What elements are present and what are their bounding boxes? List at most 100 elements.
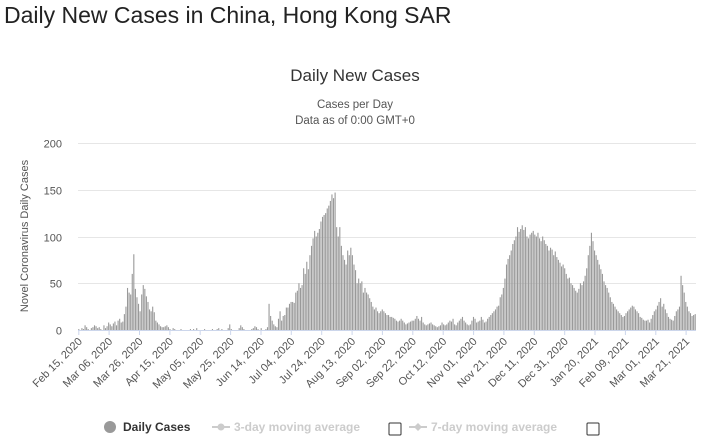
bar [444,325,446,330]
chart-subtitle-line1: Cases per Day [317,99,393,111]
bar [257,329,259,330]
bar [238,328,240,330]
bar [340,245,342,330]
bar [172,328,174,330]
bar [628,309,630,330]
bar [476,322,478,330]
bar [397,321,399,330]
bar [391,316,393,330]
bar [623,315,625,330]
bar [469,324,471,330]
bar [301,285,303,330]
bar [529,234,531,330]
bar [82,329,85,330]
legend-item-3-day-ma[interactable]: 3-day moving average [212,420,360,434]
bar [595,255,597,330]
y-tick-label: 0 [56,326,62,338]
bar [655,309,657,330]
bar [526,236,528,330]
bar [631,305,633,330]
bar [155,320,157,330]
bar [439,325,442,330]
bar [144,288,146,330]
bar [290,301,292,330]
bar [314,230,316,330]
legend-daily-cases-label: Daily Cases [123,420,191,434]
bar [540,241,542,330]
bar [196,328,198,330]
bar [251,329,253,330]
bar [298,283,300,330]
bar [581,285,583,330]
bar [452,318,454,330]
bar [339,227,341,330]
legend-item-daily-cases[interactable]: Daily Cases [104,420,191,434]
bar [417,318,419,330]
bar [542,236,544,330]
bar [678,306,681,331]
chart-title: Daily New Cases [290,66,419,85]
bar [252,328,254,330]
bar [498,305,500,330]
bar [524,227,526,330]
bar [449,320,451,330]
bar [169,329,171,330]
bar [653,311,655,330]
bar [139,311,141,330]
bar [568,277,570,330]
bar [126,287,129,330]
bar [87,329,89,330]
bar [312,238,314,330]
bar [565,273,567,330]
bar [296,290,298,330]
bar [395,320,397,330]
bar [315,236,317,330]
bar [461,316,464,330]
legend-item-7-day-ma[interactable]: 7-day moving average [409,420,557,434]
bar [380,311,382,330]
bar [281,320,283,330]
bar [601,273,603,330]
bar [229,324,231,330]
bar [688,311,690,330]
bar [419,320,421,330]
bar [115,325,118,330]
bar [634,309,637,330]
bar [142,285,144,330]
bar [513,240,515,330]
bar [133,254,135,330]
bar [282,315,284,330]
legend-7-day-ma-label: 7-day moving average [431,420,557,434]
bar [156,322,158,330]
bar [583,281,585,330]
bar [369,298,371,330]
bar [480,316,482,330]
bar [123,314,125,330]
y-tick-labels: 0 50 100 150 200 [44,139,62,338]
bar [556,257,558,330]
bar [505,264,508,330]
bar [666,313,668,330]
bar [306,261,308,330]
bar [293,302,295,330]
bar [125,306,127,331]
bar [458,320,460,330]
bar [128,292,130,330]
bar [167,327,169,330]
legend-3-day-ma-checkbox[interactable] [388,422,402,436]
bar [358,278,360,330]
bar [443,324,445,330]
bar [575,290,577,330]
bar [543,240,545,330]
bar [377,311,379,330]
bar [450,321,453,330]
bar [406,323,408,330]
bar [639,316,641,330]
bar [435,326,437,330]
bar [345,264,347,330]
legend-7-day-ma-checkbox[interactable] [586,422,600,436]
bar [145,296,147,330]
bar [427,324,429,330]
bar [457,322,459,330]
bar [537,232,539,330]
